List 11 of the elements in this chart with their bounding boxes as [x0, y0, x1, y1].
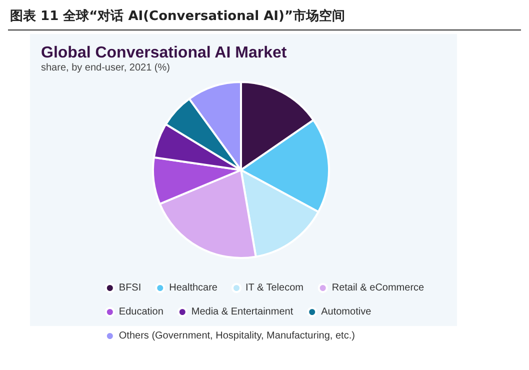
legend-label: BFSI — [118, 282, 142, 294]
legend-label: Automotive — [321, 306, 372, 318]
chart-title: Global Conversational AI Market — [41, 44, 288, 62]
legend-label: Healthcare — [169, 282, 218, 294]
legend-label: IT & Telecom — [245, 282, 304, 294]
chart-subtitle: share, by end-user, 2021 (%) — [41, 62, 170, 74]
text: 图表 11 全球“对话 AI(Conversational AI)”市场空间 — [10, 8, 345, 24]
legend-label: Others (Government, Hospitality, Manufacturing, etc.) — [118, 330, 355, 342]
legend-label: Retail & eCommerce — [332, 282, 425, 294]
legend-label: Media & Entertainment — [191, 306, 294, 318]
legend-label: Education — [118, 306, 164, 318]
